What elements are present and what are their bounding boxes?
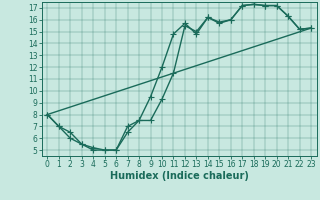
- X-axis label: Humidex (Indice chaleur): Humidex (Indice chaleur): [110, 171, 249, 181]
